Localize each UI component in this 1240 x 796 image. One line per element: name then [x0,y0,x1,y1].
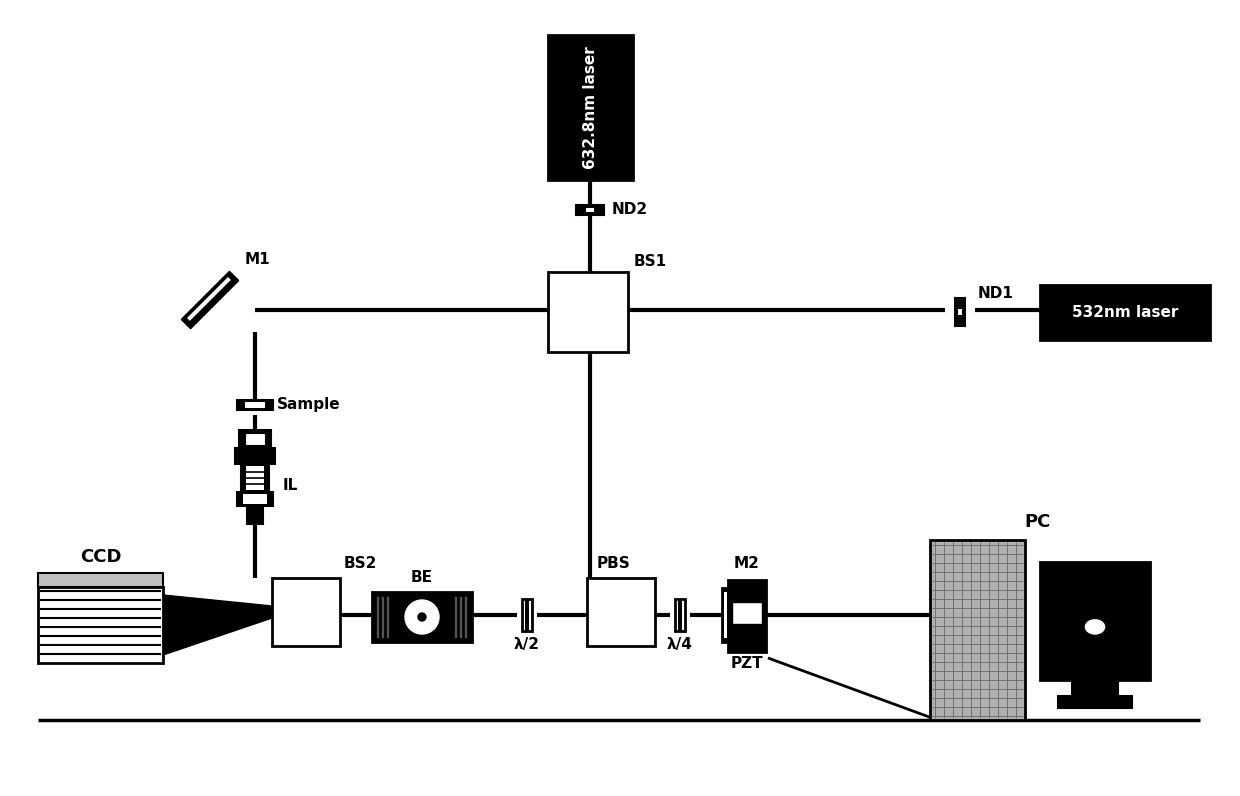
Bar [246,402,265,408]
Bar [678,599,682,631]
Bar [464,596,467,638]
Bar [376,596,379,638]
Bar [38,587,162,663]
Bar [372,592,472,642]
Bar [722,588,730,642]
Bar [548,272,627,352]
Bar [577,205,604,215]
Text: M2: M2 [734,556,760,572]
Bar [1040,562,1149,680]
Text: λ/4: λ/4 [667,638,693,653]
Bar [454,596,458,638]
Bar [38,573,162,587]
Bar [587,208,594,212]
Text: PC: PC [1024,513,1050,531]
Bar [522,599,532,631]
Bar [241,464,269,492]
Text: BE: BE [410,571,433,586]
Bar [930,540,1025,720]
Bar [243,494,267,504]
Text: ND1: ND1 [978,287,1014,302]
Bar [955,298,965,326]
Bar [272,578,340,646]
Bar [181,271,238,329]
Text: λ/2: λ/2 [515,638,539,653]
Bar [239,430,272,448]
Text: BS1: BS1 [634,255,667,270]
Bar [724,592,727,638]
Bar [1073,680,1118,698]
Text: PBS: PBS [596,556,631,572]
Text: PZT: PZT [730,657,764,672]
Text: 632.8nm laser: 632.8nm laser [583,46,598,169]
Bar [236,448,275,464]
Circle shape [418,613,427,621]
Bar [732,602,763,624]
Bar [187,277,231,321]
Bar [246,433,265,445]
Bar [675,599,684,631]
Bar [459,596,463,638]
Bar [237,400,273,410]
Text: CCD: CCD [79,548,122,566]
Bar [247,506,263,524]
Bar [959,309,962,315]
Bar [237,492,273,506]
Bar [381,596,384,638]
Bar [1058,696,1132,708]
Circle shape [405,600,439,634]
Polygon shape [162,595,272,655]
Bar [587,578,655,646]
Text: BS2: BS2 [343,556,377,572]
Text: ND2: ND2 [613,202,649,217]
Bar [1040,285,1210,340]
Bar [525,599,529,631]
Bar [728,580,766,652]
Text: Sample: Sample [277,397,341,412]
Bar [548,35,632,180]
Bar [246,466,264,490]
Text: 532nm laser: 532nm laser [1071,305,1178,320]
Bar [386,596,389,638]
Ellipse shape [1084,618,1106,635]
Bar [1045,567,1145,640]
Text: IL: IL [283,478,299,493]
Text: M1: M1 [246,252,270,267]
